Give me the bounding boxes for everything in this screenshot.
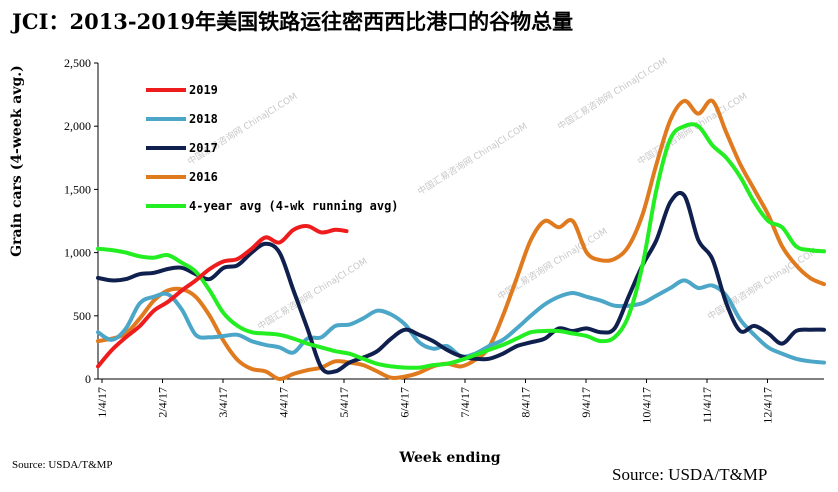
y-axis-title: Grain cars (4-week avg.) bbox=[9, 65, 25, 257]
x-tick-label: 5/4/17 bbox=[337, 387, 351, 418]
watermark-text: 中国汇易咨询网 ChinaJCI.COM bbox=[555, 55, 669, 133]
watermark-text: 中国汇易咨询网 ChinaJCI.COM bbox=[185, 90, 299, 168]
legend-label: 2016 bbox=[189, 170, 218, 184]
legend-label: 2019 bbox=[189, 83, 218, 97]
series-line-2018 bbox=[96, 278, 826, 365]
series-layer bbox=[96, 98, 826, 382]
x-axis-title: Week ending bbox=[398, 450, 500, 466]
x-tick-label: 8/4/17 bbox=[519, 387, 533, 418]
watermark-text: 中国汇易咨询网 ChinaJCI.COM bbox=[705, 245, 819, 323]
y-tick-label: 1,500 bbox=[64, 182, 91, 196]
chart-title: JCI：2013-2019年美国铁路运往密西西比港口的谷物总量 bbox=[12, 9, 574, 34]
legend-label: 2017 bbox=[189, 141, 218, 155]
y-tick-label: 2,500 bbox=[64, 56, 91, 70]
legend-label: 2018 bbox=[189, 112, 218, 126]
watermark-text: 中国汇易咨询网 ChinaJCI.COM bbox=[635, 90, 749, 168]
x-tick-label: 9/4/17 bbox=[579, 387, 593, 418]
x-tick-label: 6/4/17 bbox=[398, 387, 412, 418]
y-tick-label: 2,000 bbox=[64, 119, 91, 133]
y-tick-label: 0 bbox=[85, 372, 91, 386]
series-line-2017 bbox=[96, 191, 826, 375]
x-tick-label: 4/4/17 bbox=[277, 387, 291, 418]
source-note-small: Source: USDA/T&MP bbox=[12, 459, 113, 471]
y-tick-label: 500 bbox=[73, 309, 91, 323]
y-tick-label: 1,000 bbox=[64, 246, 91, 260]
x-tick-label: 1/4/17 bbox=[95, 387, 109, 418]
series-line-2016 bbox=[96, 98, 826, 382]
series-line-2019 bbox=[96, 224, 349, 369]
chart-legend: 2019 2018 2017 2016 4-year avg (4-wk running… bbox=[146, 83, 399, 213]
x-tick-label: 2/4/17 bbox=[156, 387, 170, 418]
x-tick-label: 12/4/17 bbox=[761, 387, 775, 424]
watermark-text: 中国汇易咨询网 ChinaJCI.COM bbox=[415, 120, 529, 198]
series-line-4-year bbox=[96, 122, 826, 370]
x-tick-label: 3/4/17 bbox=[216, 387, 230, 418]
x-tick-label: 10/4/17 bbox=[640, 387, 654, 424]
x-tick-label: 11/4/17 bbox=[700, 387, 714, 423]
source-note: Source: USDA/T&MP bbox=[612, 465, 768, 484]
chart-axes: 0 500 1,000 1,500 2,000 2,500 1/4/17 2/4/17 3/4/… bbox=[64, 56, 824, 424]
x-tick-label: 7/4/17 bbox=[458, 387, 472, 418]
watermark-text: 中国汇易咨询网 ChinaJCI.COM bbox=[255, 255, 369, 333]
legend-label: 4-year avg (4-wk running avg) bbox=[189, 199, 399, 213]
